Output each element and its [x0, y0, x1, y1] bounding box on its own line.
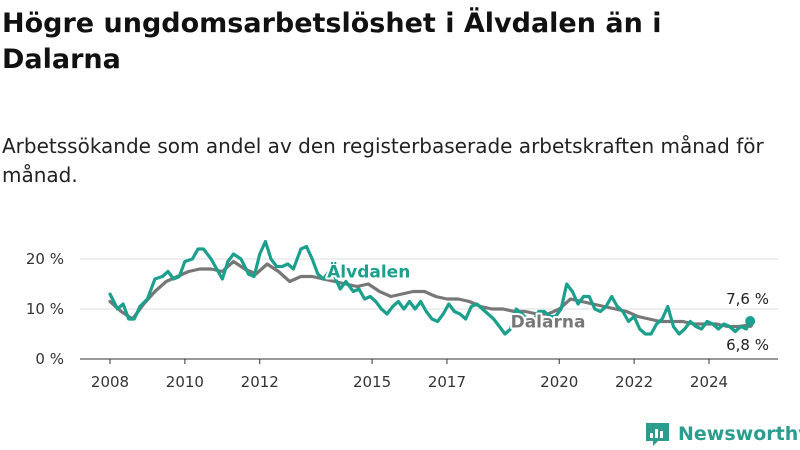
- series-label-dalarna: Dalarna: [511, 313, 586, 333]
- y-tick-label: 20 %: [26, 250, 64, 268]
- series-label-alvdalen: Älvdalen: [327, 261, 410, 283]
- y-tick-label: 0 %: [35, 350, 64, 368]
- x-tick-label: 2008: [91, 373, 129, 391]
- x-tick-label: 2010: [166, 373, 204, 391]
- x-tick-label: 2017: [428, 373, 466, 391]
- brand-name: Newsworthy: [678, 423, 800, 445]
- x-tick-label: 2015: [353, 373, 391, 391]
- x-tick-label: 2022: [615, 373, 653, 391]
- end-point-alvdalen: [745, 316, 756, 326]
- x-tick-label: 2024: [690, 373, 728, 391]
- end-value-label-alvdalen: 7,6 %: [726, 290, 769, 308]
- brand: Newsworthy: [644, 419, 800, 449]
- x-tick-label: 2012: [241, 373, 279, 391]
- chart-title: Högre ungdomsarbetslöshet i Älvdalen än …: [2, 8, 662, 75]
- y-tick-label: 10 %: [26, 300, 64, 318]
- end-value-label-dalarna: 6,8 %: [726, 336, 769, 354]
- newsworthy-logo-icon: [646, 422, 669, 446]
- chart-subtitle: Arbetssökande som andel av den registerb…: [2, 134, 764, 187]
- series-line-alvdalen: [108, 239, 752, 336]
- x-tick-label: 2020: [540, 373, 578, 391]
